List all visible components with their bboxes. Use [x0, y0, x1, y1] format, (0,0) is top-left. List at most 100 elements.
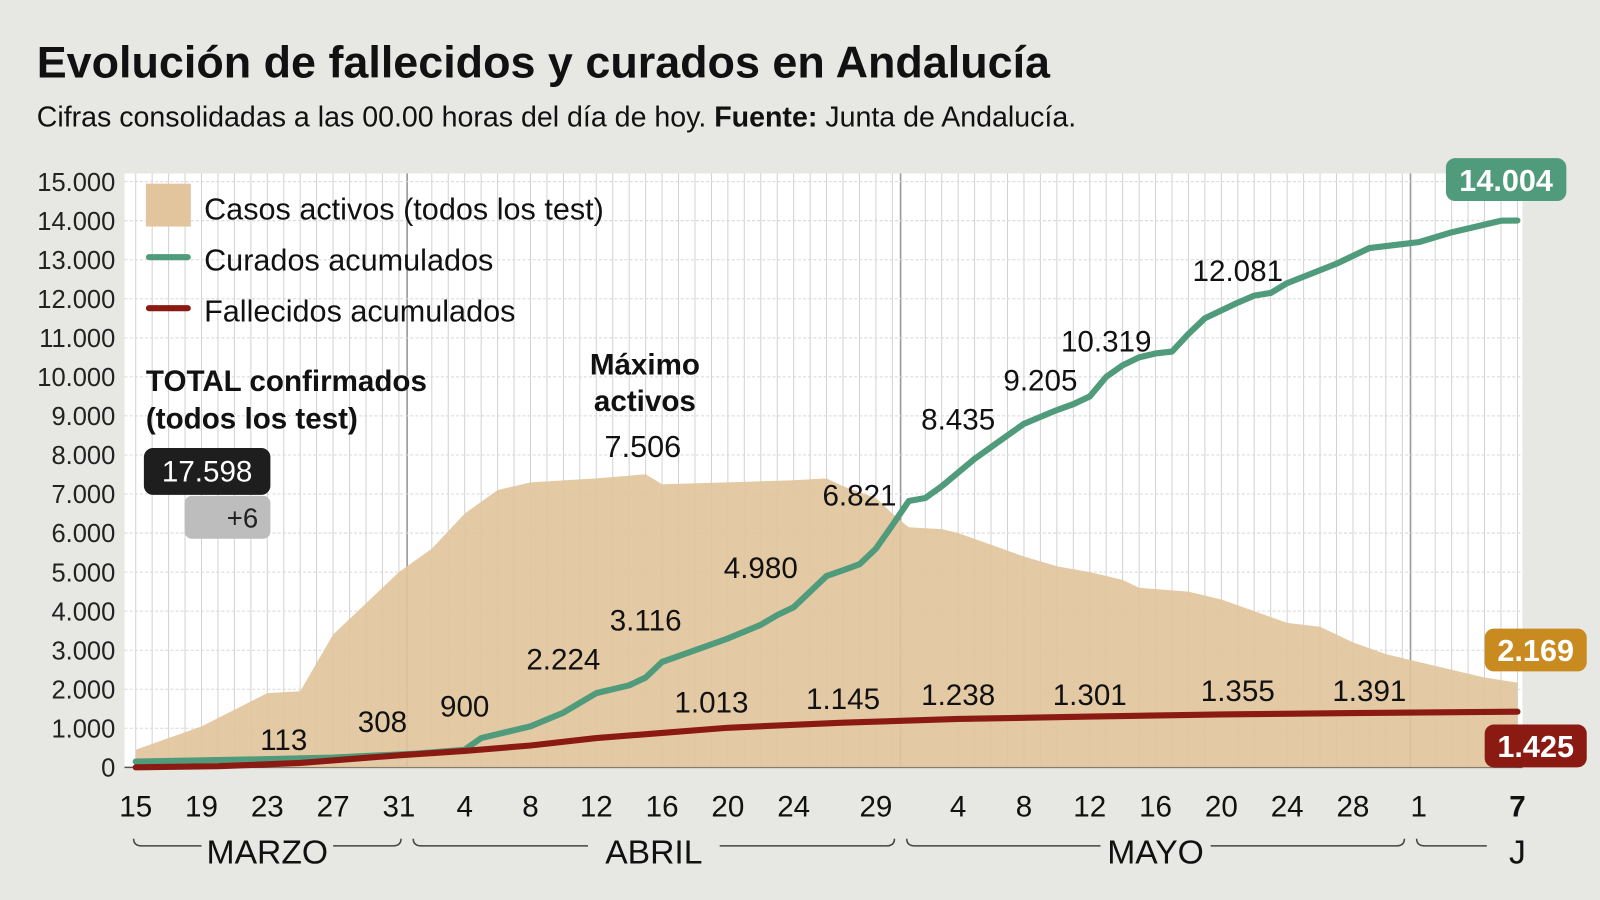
series-line-fallecidos	[132, 708, 1521, 771]
y-tick-label: 0	[101, 755, 115, 783]
max-label-line2: activos	[594, 385, 696, 418]
legend-label-fallecidos: Fallecidos acumulados	[204, 294, 515, 328]
x-tick-label: 7	[1509, 790, 1525, 823]
x-tick-label: 24	[1271, 790, 1304, 823]
y-tick-label: 7.000	[51, 481, 115, 509]
data-label: 1.145	[806, 683, 880, 716]
total-delta: +6	[227, 503, 258, 534]
curados-end-badge	[1445, 158, 1567, 202]
x-tick-label: 4	[456, 790, 472, 823]
series-line-curados	[132, 217, 1521, 765]
total-value: 17.598	[162, 456, 252, 489]
data-label: 6.821	[822, 480, 896, 513]
month-bracket	[905, 838, 1406, 847]
data-label: 2.224	[526, 644, 600, 677]
x-tick-label: 27	[317, 790, 350, 823]
y-tick-label: 14.000	[37, 208, 115, 236]
month-bracket	[1415, 838, 1487, 847]
x-tick-label: 1	[1411, 790, 1427, 823]
y-tick-label: 8.000	[51, 442, 115, 470]
data-label: 1.013	[674, 687, 748, 720]
month-label: ABRIL	[605, 834, 702, 871]
x-axis: 15 19 23 27 31 4 8 12 16 20 24 29 4 8 12 16 20 24 28 1 7 MARZ…	[119, 790, 1526, 871]
legend-label-curados: Curados acumulados	[204, 243, 493, 277]
x-tick-label: 29	[859, 790, 892, 823]
series-area-active	[135, 474, 1518, 768]
max-value: 7.506	[605, 430, 682, 464]
data-label: 12.081	[1193, 255, 1283, 288]
chart-title: Evolución de fallecidos y curados en And…	[37, 37, 1051, 88]
active-end-badge	[1484, 628, 1587, 672]
total-label-line2: (todos los test)	[146, 403, 358, 436]
chart-subtitle: Cifras consolidadas a las 00.00 horas de…	[37, 102, 1076, 134]
fallecidos-end-badge	[1484, 724, 1587, 768]
x-tick-label: 15	[119, 790, 152, 823]
data-label: 113	[260, 724, 307, 757]
max-label-line1: Máximo	[590, 348, 700, 381]
x-tick-label: 8	[522, 790, 538, 823]
month-bracket	[132, 838, 402, 847]
legend-swatch-active	[145, 183, 191, 227]
max-active-annotation: Máximo activos 7.506	[590, 348, 700, 464]
y-tick-label: 15.000	[37, 169, 115, 197]
x-tick-label: 12	[580, 790, 613, 823]
x-tick-label: 31	[382, 790, 415, 823]
y-tick-label: 5.000	[51, 559, 115, 587]
x-tick-label: 16	[646, 790, 679, 823]
x-tick-label: 4	[950, 790, 966, 823]
subtitle-text: Cifras consolidadas a las 00.00 horas de…	[37, 102, 707, 134]
total-label-line1: TOTAL confirmados	[146, 365, 427, 398]
subtitle-source: Junta de Andalucía.	[825, 102, 1076, 134]
subtitle-source-label: Fuente:	[714, 102, 817, 134]
x-tick-label: 24	[777, 790, 810, 823]
x-tick-label: 8	[1016, 790, 1032, 823]
x-tick-label: 16	[1139, 790, 1172, 823]
y-axis: 0 1.000 2.000 3.000 4.000 5.000 6.000 7.000 8.00…	[37, 169, 115, 783]
data-label: 1.238	[921, 679, 995, 712]
x-tick-label: 12	[1073, 790, 1106, 823]
data-label: 8.435	[921, 404, 995, 437]
month-label: MARZO	[207, 834, 329, 871]
month-bracket	[412, 838, 896, 847]
total-value-badge	[143, 447, 271, 495]
legend-label-active: Casos activos (todos los test)	[204, 192, 604, 226]
y-tick-label: 10.000	[37, 364, 115, 392]
total-delta-badge	[184, 495, 271, 539]
y-tick-label: 11.000	[39, 325, 115, 353]
x-tick-label: 23	[251, 790, 284, 823]
data-label: 308	[358, 706, 407, 739]
end-labels: 14.004 2.169 1.425	[1445, 158, 1587, 768]
y-tick-label: 4.000	[51, 598, 115, 626]
month-label: MAYO	[1107, 834, 1204, 871]
x-tick-label: 20	[711, 790, 744, 823]
y-tick-label: 12.000	[37, 286, 115, 314]
x-tick-label: 28	[1336, 790, 1369, 823]
legend-swatch-curados	[145, 254, 191, 261]
data-label: 3.116	[610, 605, 682, 638]
data-label: 1.391	[1332, 675, 1406, 708]
curados-end-value: 14.004	[1459, 164, 1553, 198]
data-label: 1.301	[1053, 679, 1127, 712]
series-marks	[132, 217, 1521, 771]
data-label: 10.319	[1061, 325, 1151, 358]
active-end-value: 2.169	[1497, 634, 1574, 668]
y-tick-label: 13.000	[37, 247, 115, 275]
y-tick-label: 2.000	[51, 676, 115, 704]
x-tick-label: 20	[1205, 790, 1238, 823]
data-label: 9.205	[1003, 365, 1077, 398]
y-tick-label: 9.000	[51, 403, 115, 431]
y-tick-label: 1.000	[51, 715, 115, 743]
y-tick-label: 6.000	[51, 520, 115, 548]
x-tick-label: 19	[185, 790, 218, 823]
legend-swatch-fallecidos	[145, 305, 191, 312]
month-label: J	[1509, 834, 1526, 871]
legend: Casos activos (todos los test) Curados a…	[145, 183, 604, 328]
fallecidos-end-value: 1.425	[1497, 730, 1574, 764]
data-label: 900	[440, 691, 489, 724]
y-tick-label: 3.000	[51, 637, 115, 665]
data-label: 1.355	[1201, 675, 1275, 708]
total-confirmed: TOTAL confirmados (todos los test) 17.59…	[143, 365, 427, 539]
data-label: 4.980	[724, 552, 798, 585]
